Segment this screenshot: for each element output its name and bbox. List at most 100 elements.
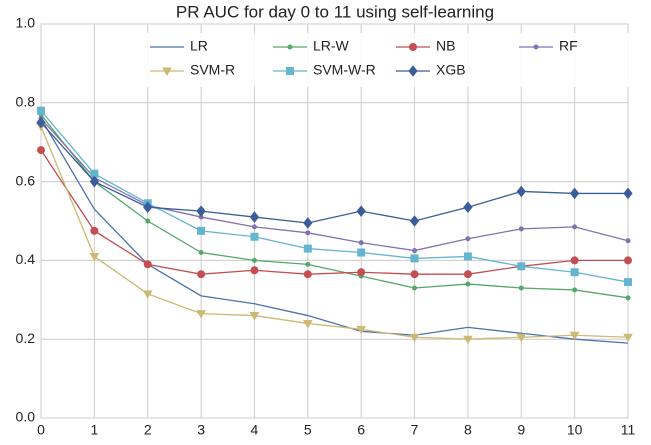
marker [251,224,257,230]
marker [358,240,364,246]
marker [37,146,45,155]
legend-item: RF [519,38,578,54]
marker [357,268,366,277]
marker [251,257,257,263]
marker [569,187,580,200]
marker [412,248,418,254]
marker [89,252,100,262]
legend-item: LR [150,38,208,54]
series-line [40,122,628,224]
marker [90,226,99,235]
marker [517,262,526,271]
series-line [40,118,629,252]
marker [305,230,311,236]
marker [624,256,632,265]
marker [570,256,579,265]
legend-item: LR-W [273,38,350,54]
marker [572,224,578,230]
marker [162,67,172,77]
marker [145,218,151,224]
marker [463,270,472,279]
marker [463,201,473,214]
marker [286,67,294,75]
legend-label: LR-W [313,38,350,54]
y-tick-label: 0.0 [16,409,36,425]
x-tick-label: 7 [411,422,419,438]
marker [409,215,420,227]
x-tick-label: 1 [90,422,98,438]
marker [197,270,206,279]
marker [625,295,631,301]
marker [198,250,204,256]
legend-box [144,33,636,87]
marker [623,187,633,200]
marker [463,252,472,261]
x-tick-label: 0 [37,422,45,438]
marker [356,325,367,335]
marker [143,260,152,269]
y-tick-label: 0.6 [16,172,36,188]
marker [250,266,259,275]
marker [623,333,633,343]
marker [356,205,366,217]
marker [408,65,418,77]
marker [516,185,526,198]
marker [625,238,631,244]
x-tick-label: 4 [251,422,259,438]
y-tick-label: 1.0 [16,15,36,31]
x-tick-label: 6 [357,422,365,438]
y-tick-label: 0.4 [16,251,36,267]
marker [36,116,46,129]
x-tick-label: 5 [304,422,312,438]
marker [302,319,313,329]
chart-title: PR AUC for day 0 to 11 using self-learni… [176,2,494,21]
marker [465,281,471,287]
x-tick-label: 10 [567,422,583,438]
marker [533,44,539,50]
x-tick-label: 8 [464,422,472,438]
series-line [40,114,629,299]
marker [570,268,579,277]
legend-label: LR [190,38,208,54]
legend-label: NB [436,38,455,54]
marker [142,290,153,299]
x-tick-label: 2 [144,422,152,438]
marker [412,285,418,291]
marker [410,254,419,263]
marker [569,331,580,341]
marker [409,43,417,51]
legend-label: RF [559,38,578,54]
series-line [40,149,628,275]
plot-area [40,23,629,419]
legend-item: SVM-W-R [273,62,376,78]
marker [249,211,260,223]
legend-label: XGB [436,62,466,78]
y-tick-label: 0.2 [16,330,36,346]
marker [572,287,578,293]
x-tick-label: 11 [621,422,636,438]
marker [518,226,524,232]
marker [624,278,632,287]
marker [409,333,420,343]
marker [463,335,473,345]
marker [303,270,312,279]
marker [518,285,524,291]
marker [196,310,206,319]
y-tick-label: 0.8 [16,94,36,110]
legend-item: NB [396,38,455,54]
marker [287,44,293,50]
series-line [40,110,629,283]
marker [410,270,419,279]
marker [89,175,100,188]
x-tick-label: 9 [517,422,525,438]
legend-label: SVM-W-R [313,62,376,78]
series-line [40,126,629,340]
marker [305,261,311,267]
legend-label: SVM-R [190,62,235,78]
marker [516,333,527,343]
legend-item: SVM-R [150,62,235,78]
marker [357,248,366,257]
marker [465,236,471,242]
marker [143,201,153,214]
